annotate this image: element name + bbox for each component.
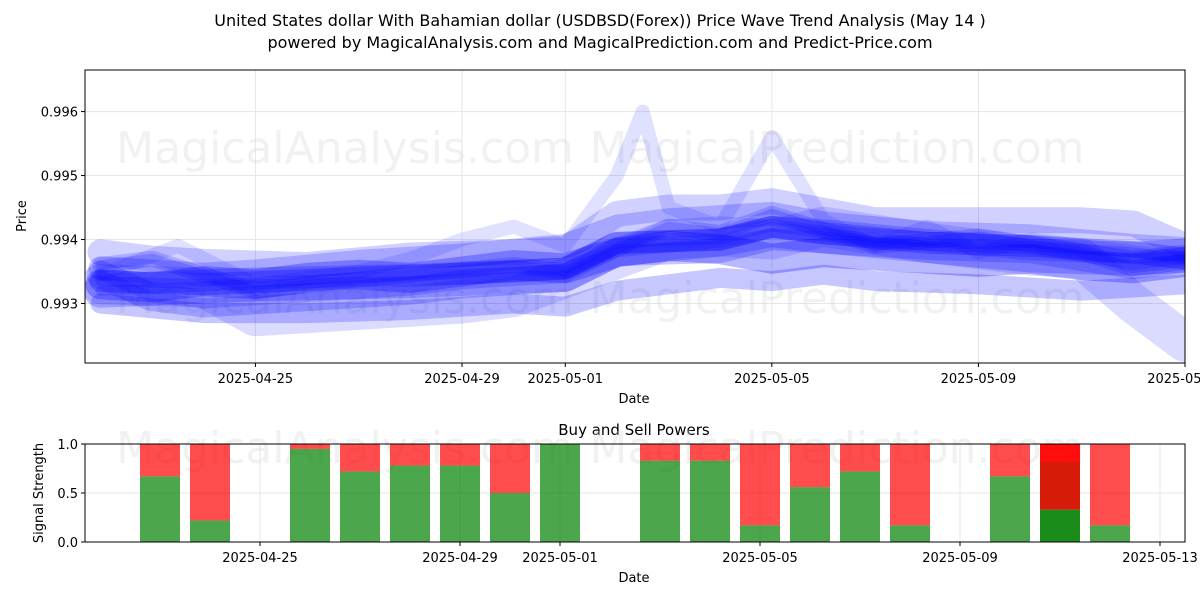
power-x-label: Date — [618, 571, 649, 586]
price-x-label: Date — [618, 392, 649, 407]
price-wave-line — [85, 206, 1185, 362]
price-wave-line — [85, 216, 1185, 308]
sell-power-bar — [640, 444, 680, 461]
watermark-prediction-top: MagicalPrediction.com — [590, 123, 1085, 174]
sell-power-bar — [1040, 444, 1080, 510]
sell-power-bar — [340, 444, 380, 472]
price-wave-line — [88, 201, 1185, 287]
buy-power-bar — [1040, 509, 1080, 542]
price-x-tick-label: 2025-04-25 — [218, 372, 294, 387]
buy-power-bar — [390, 465, 430, 542]
power-y-tick-label: 1.0 — [57, 438, 78, 453]
buy-power-bar — [340, 471, 380, 542]
sell-power-bar — [690, 444, 730, 461]
buy-power-bar — [190, 520, 230, 542]
buy-power-bar — [490, 493, 530, 542]
sell-power-bar — [990, 444, 1030, 477]
power-y-label: Signal Strength — [32, 443, 47, 543]
price-wave-line — [90, 264, 1185, 324]
power-x-tick-label: 2025-05-09 — [922, 551, 998, 566]
sell-power-bar — [290, 444, 330, 449]
chart-subtitle: powered by MagicalAnalysis.com and Magic… — [267, 33, 932, 52]
sell-power-bar — [440, 444, 480, 466]
sell-power-bar — [190, 444, 230, 521]
price-y-tick-label: 0.994 — [41, 234, 78, 249]
buy-power-bar — [640, 460, 680, 542]
price-wave-core — [95, 208, 1185, 296]
sell-power-bar — [140, 444, 180, 477]
power-x-tick-label: 2025-05-01 — [522, 551, 598, 566]
price-wave-line — [86, 219, 1185, 318]
buy-power-bar — [840, 471, 880, 542]
power-x-ticks: 2025-04-25 2025-04-29 2025-05-01 2025-05-05… — [222, 542, 1198, 566]
price-y-tick-label: 0.995 — [41, 170, 78, 185]
price-wave-core — [95, 221, 1185, 290]
price-watermarks: MagicalAnalysis.com MagicalPrediction.co… — [116, 123, 1084, 324]
buy-power-bar — [440, 465, 480, 542]
price-wave-line — [92, 205, 1185, 299]
watermark-analysis-top: MagicalAnalysis.com — [116, 123, 574, 174]
power-x-tick-label: 2025-04-29 — [422, 551, 498, 566]
price-y-tick-label: 0.993 — [41, 298, 78, 313]
buy-power-bar — [1090, 525, 1130, 542]
sell-power-bar — [1090, 444, 1130, 526]
buy-power-bar — [790, 487, 830, 542]
buy-power-bar — [890, 525, 930, 542]
price-x-tick-label: 2025-05-05 — [734, 372, 810, 387]
sell-power-bar — [890, 444, 930, 526]
price-wave-series — [85, 104, 1185, 362]
chart-title: United States dollar With Bahamian dolla… — [214, 11, 985, 30]
price-wave-core — [95, 228, 1185, 309]
price-x-tick-label: 2025-05-01 — [528, 372, 604, 387]
price-wave-line — [89, 215, 1185, 296]
watermark-prediction-bottom: MagicalPrediction.com — [590, 273, 1085, 324]
buy-power-bar — [290, 448, 330, 542]
price-wave-line — [93, 104, 1185, 292]
price-y-tick-label: 0.996 — [41, 106, 78, 121]
price-x-tick-label: 2025-05-09 — [941, 372, 1017, 387]
power-y-tick-label: 0.0 — [57, 536, 78, 551]
price-axes-frame — [84, 69, 1186, 364]
watermark-analysis-bottom: MagicalAnalysis.com — [116, 273, 574, 324]
price-x-tick-label: 2025-05-13 — [1147, 372, 1200, 387]
power-x-tick-label: 2025-04-25 — [222, 551, 298, 566]
price-y-ticks: 0.993 0.994 0.995 0.996 — [41, 106, 85, 313]
buy-power-bar — [140, 476, 180, 542]
buy-power-bar — [740, 525, 780, 542]
buy-power-bar — [990, 476, 1030, 542]
price-x-tick-label: 2025-04-29 — [424, 372, 500, 387]
power-bars — [140, 444, 1130, 542]
price-gridlines — [85, 70, 1186, 363]
price-wave-core — [95, 228, 1185, 296]
price-wave-line — [85, 230, 1185, 303]
power-x-tick-label: 2025-05-05 — [722, 551, 798, 566]
buy-power-bar — [540, 444, 580, 542]
power-y-tick-label: 0.5 — [57, 487, 78, 502]
sell-power-bar — [740, 444, 780, 526]
power-watermarks: MagicalAnalysis.com MagicalPrediction.co… — [116, 423, 1084, 474]
sell-power-bar — [790, 444, 830, 488]
price-y-label: Price — [15, 200, 30, 232]
sell-power-bar — [840, 444, 880, 472]
power-chart-title: Buy and Sell Powers — [558, 421, 710, 439]
buy-power-bar — [690, 460, 730, 542]
sell-power-bar — [390, 444, 430, 466]
price-x-ticks: 2025-04-25 2025-04-29 2025-05-01 2025-05-05… — [218, 363, 1200, 387]
sell-power-bar — [490, 444, 530, 493]
price-wave-line — [87, 188, 1185, 279]
power-x-tick-label: 2025-05-13 — [1122, 551, 1198, 566]
sell-power-overlay — [1040, 461, 1080, 510]
power-y-ticks: 0.0 0.5 1.0 — [57, 438, 85, 551]
